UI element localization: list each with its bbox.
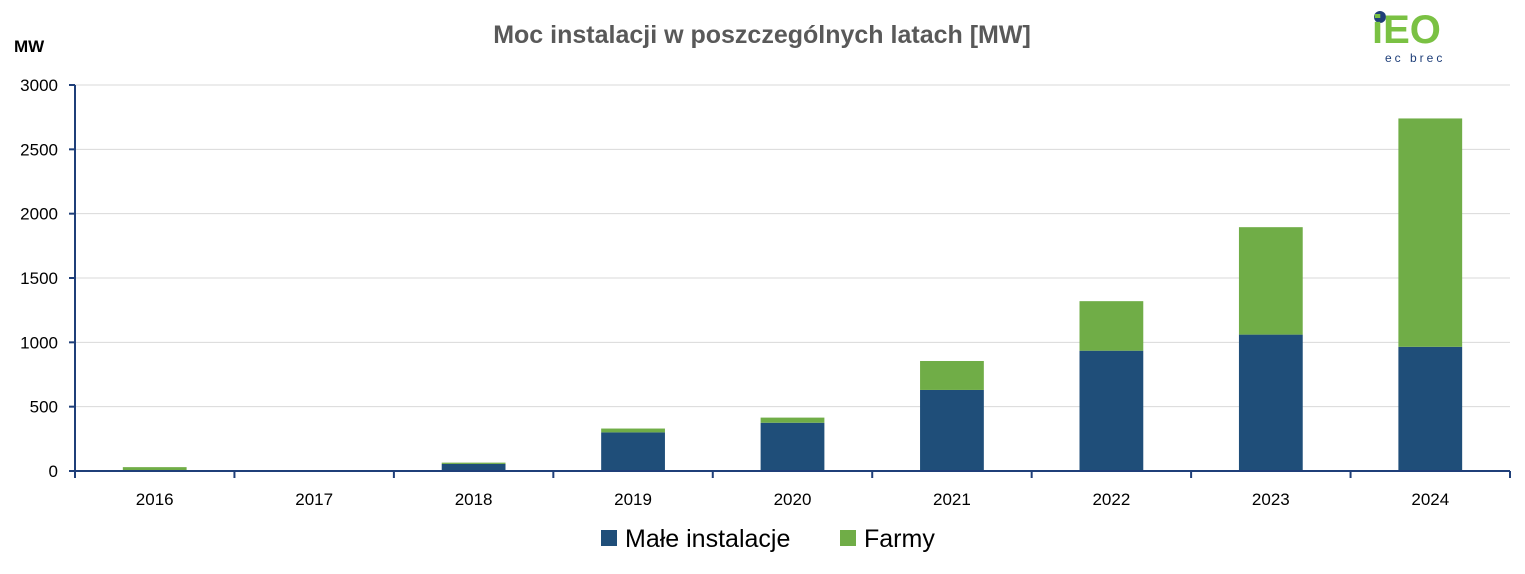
legend-swatch-farmy (840, 530, 856, 546)
bar-farmy-2018 (441, 462, 506, 464)
bar-farmy-2021 (920, 360, 984, 390)
bar-farmy-2023 (1238, 227, 1303, 335)
legend-label-male-instalacje: Małe instalacje (625, 525, 790, 553)
bar-farmy-2024 (1398, 118, 1463, 347)
bar-male-instalacje-2024 (1398, 346, 1463, 471)
bar-male-instalacje-2023 (1238, 334, 1303, 471)
y-tick-label: 500 (30, 398, 58, 417)
bars-group (122, 118, 1463, 471)
axes-group (69, 84, 1511, 478)
bar-male-instalacje-2019 (601, 432, 665, 471)
bar-male-instalacje-2020 (760, 422, 825, 471)
legend-swatch-male-instalacje (601, 530, 617, 546)
y-tick-label: 1500 (20, 269, 58, 288)
x-tick-label: 2020 (774, 490, 812, 509)
legend: Małe instalacje Farmy (601, 525, 935, 553)
bar-farmy-2016 (122, 467, 187, 471)
x-tick-label: 2016 (136, 490, 174, 509)
x-tick-label: 2019 (614, 490, 652, 509)
bar-male-instalacje-2018 (441, 463, 506, 471)
y-tick-label: 1000 (20, 333, 58, 352)
chart-title: Moc instalacji w poszczególnych latach [… (493, 21, 1031, 49)
ieo-logo: iEO ec brec (1372, 8, 1445, 65)
bar-male-instalacje-2021 (920, 389, 984, 471)
logo-wordmark: iEO (1372, 8, 1441, 52)
y-tick-label: 2500 (20, 140, 58, 159)
x-tick-label: 2024 (1411, 490, 1449, 509)
x-tick-label: 2022 (1092, 490, 1130, 509)
x-tick-label: 2017 (295, 490, 333, 509)
bar-farmy-2020 (760, 417, 825, 423)
x-tick-label: 2018 (455, 490, 493, 509)
bar-farmy-2022 (1079, 301, 1144, 351)
x-tick-labels: 2016 2017 2018 2019 2020 2021 2022 2023 2024 (136, 490, 1449, 509)
y-tick-label: 3000 (20, 76, 58, 95)
bar-male-instalacje-2022 (1079, 350, 1144, 471)
logo-subtext: ec brec (1385, 51, 1445, 65)
legend-label-farmy: Farmy (864, 525, 935, 553)
bar-farmy-2019 (601, 428, 665, 433)
x-tick-label: 2023 (1252, 490, 1290, 509)
y-tick-label: 0 (49, 462, 58, 481)
logo-dot-icon (1374, 11, 1386, 23)
x-tick-label: 2021 (933, 490, 971, 509)
y-axis-unit-label: MW (14, 37, 45, 56)
y-tick-label: 2000 (20, 205, 58, 224)
y-tick-labels: 0 500 1000 1500 2000 2500 3000 (20, 76, 58, 481)
